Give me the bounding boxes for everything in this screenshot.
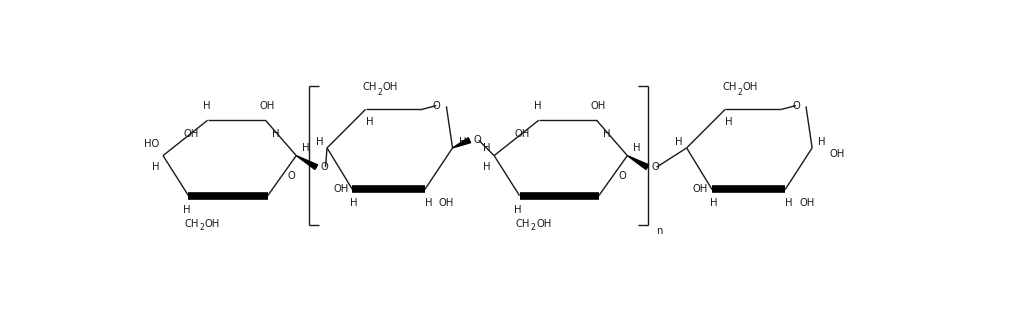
Text: H: H [459, 137, 466, 147]
Text: OH: OH [742, 83, 757, 93]
Text: 2: 2 [377, 88, 382, 97]
Text: O: O [474, 135, 481, 145]
Polygon shape [296, 156, 318, 169]
Text: H: H [183, 204, 191, 215]
Text: H: H [152, 162, 159, 172]
Text: O: O [287, 171, 295, 180]
Text: O: O [792, 100, 800, 111]
Text: H: H [633, 143, 641, 153]
Text: H: H [425, 198, 433, 208]
Text: O: O [433, 100, 441, 111]
Text: O: O [320, 162, 328, 172]
Text: n: n [656, 226, 662, 236]
Text: CH: CH [363, 83, 377, 93]
Text: H: H [366, 117, 373, 127]
Text: OH: OH [590, 100, 606, 111]
Text: OH: OH [693, 184, 708, 194]
Text: 2: 2 [737, 88, 742, 97]
Text: 2: 2 [531, 223, 536, 232]
Text: H: H [785, 198, 792, 208]
Text: OH: OH [183, 129, 199, 139]
Text: HO: HO [144, 139, 159, 149]
Text: OH: OH [383, 83, 398, 93]
Text: H: H [515, 204, 522, 215]
Text: H: H [203, 100, 211, 111]
Text: CH: CH [516, 219, 530, 229]
Text: H: H [675, 137, 683, 147]
Text: H: H [726, 117, 733, 127]
Text: H: H [818, 137, 826, 147]
Polygon shape [453, 138, 470, 148]
Text: H: H [483, 143, 490, 153]
Text: OH: OH [333, 184, 348, 194]
Text: H: H [316, 137, 323, 147]
Text: OH: OH [205, 219, 220, 229]
Text: O: O [651, 162, 659, 172]
Text: OH: OH [515, 129, 530, 139]
Text: H: H [483, 162, 490, 172]
Text: O: O [618, 171, 626, 180]
Text: OH: OH [536, 219, 551, 229]
Text: OH: OH [800, 198, 814, 208]
Text: OH: OH [259, 100, 275, 111]
Text: H: H [272, 129, 279, 139]
Text: H: H [351, 198, 358, 208]
Text: H: H [710, 198, 717, 208]
Text: OH: OH [829, 149, 845, 159]
Text: CH: CH [722, 83, 736, 93]
Text: H: H [302, 143, 310, 153]
Text: H: H [603, 129, 610, 139]
Text: CH: CH [184, 219, 199, 229]
Text: H: H [534, 100, 542, 111]
Text: OH: OH [439, 198, 454, 208]
Text: 2: 2 [200, 223, 205, 232]
Polygon shape [627, 156, 649, 169]
